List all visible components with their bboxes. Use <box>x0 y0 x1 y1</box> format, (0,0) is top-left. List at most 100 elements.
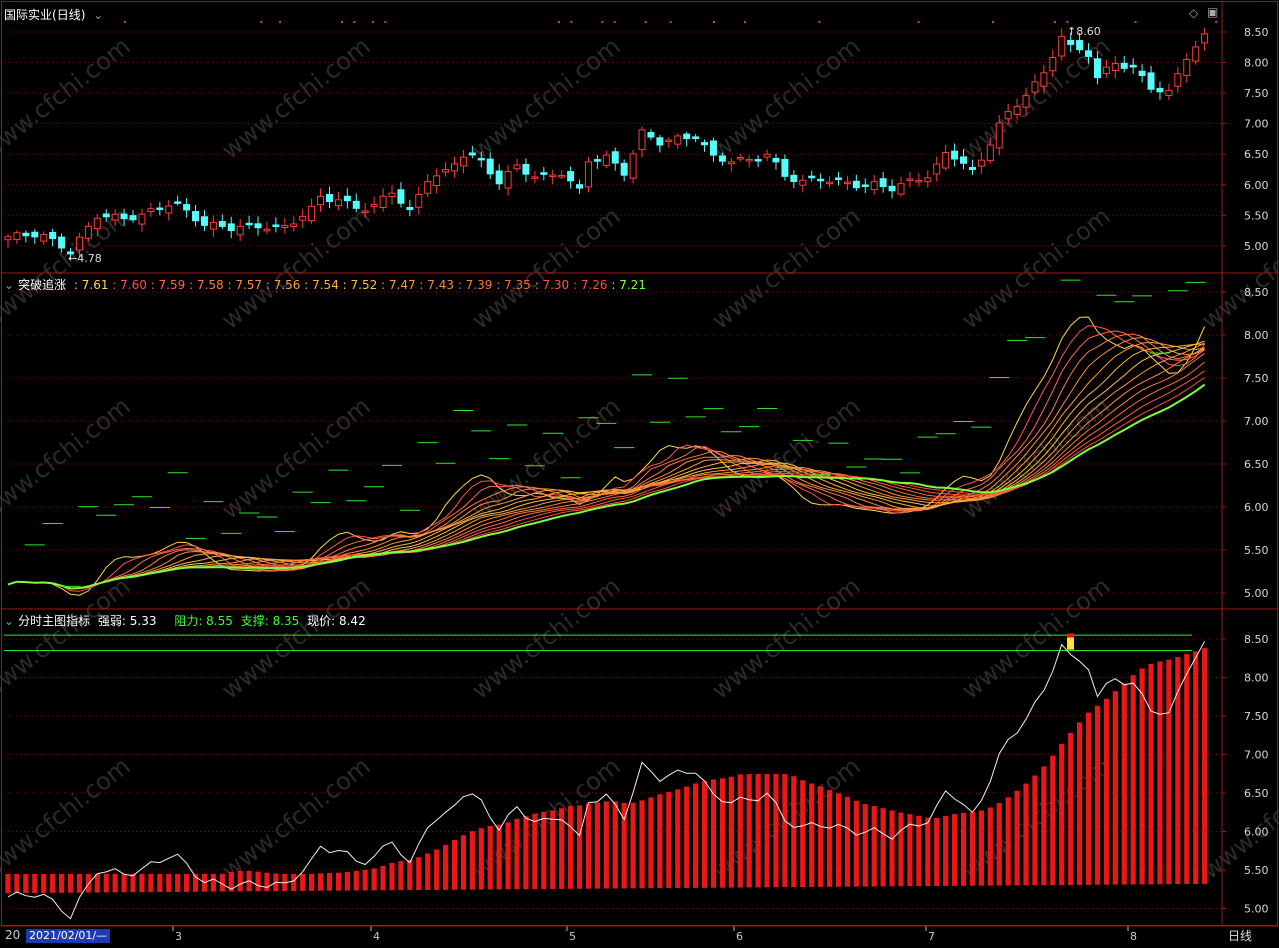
signal-dot <box>124 21 126 23</box>
price-tick-label: 5.50 <box>1244 544 1269 557</box>
volume-bar <box>1166 659 1172 885</box>
volume-bar <box>532 813 538 890</box>
volume-bar <box>648 797 654 889</box>
volume-bar <box>1175 657 1181 885</box>
watermark-text: www.cfchi.com <box>956 202 1115 335</box>
indicator-line-value: : 7.57 <box>227 278 266 292</box>
collapse-icon[interactable]: ⌄ <box>4 278 15 292</box>
signal-dot <box>713 21 715 23</box>
volume-bar <box>309 873 315 891</box>
volume-bar <box>639 800 645 889</box>
volume-bar <box>442 844 449 890</box>
watermark-text: www.cfchi.com <box>706 202 865 335</box>
period-button[interactable]: 日线 <box>1228 929 1253 943</box>
volume-bar <box>987 807 993 886</box>
price-tick-label: 7.00 <box>1244 118 1269 131</box>
volume-bar <box>719 778 725 888</box>
candle <box>245 222 253 226</box>
watermark-text: www.cfchi.com <box>956 392 1115 525</box>
volume-bar <box>764 773 770 888</box>
volume-bar <box>5 873 11 894</box>
candle <box>31 231 39 238</box>
price-tick-label: 8.00 <box>1244 57 1269 70</box>
candle <box>334 199 342 207</box>
volume-bar <box>621 802 627 889</box>
candle <box>1031 81 1039 93</box>
candle <box>897 183 905 195</box>
collapse-icon[interactable]: ⌄ <box>4 614 15 628</box>
collapse-icon[interactable]: ⌄ <box>93 8 104 22</box>
month-label: 4 <box>373 930 380 943</box>
indicator-line-value: : 7.56 <box>265 278 305 292</box>
volume-bar <box>880 808 886 887</box>
candle <box>129 215 137 221</box>
candle <box>415 193 423 208</box>
intraday-indicator-panel[interactable] <box>4 633 1208 920</box>
watermark-text: www.cfchi.com <box>216 32 375 165</box>
date-range-box[interactable]: 2021/02/01/— <box>26 929 111 943</box>
candle <box>933 163 941 175</box>
breakout-indicator-panel[interactable] <box>7 268 1206 596</box>
candle <box>808 175 816 179</box>
low-annotation: ←4.78 <box>68 252 102 265</box>
ribbon-line <box>7 343 1205 590</box>
volume-bar <box>1121 683 1127 885</box>
candle <box>1049 56 1057 72</box>
candle <box>817 178 825 182</box>
volume-bar <box>943 815 949 886</box>
volume-bar <box>898 812 904 887</box>
volume-bar <box>317 873 324 891</box>
candle <box>468 152 476 156</box>
candlestick-panel[interactable]: ↑8.60 ←4.78 <box>4 21 1279 265</box>
signal-dot <box>279 21 281 23</box>
indicator-line-value: : 7.52 <box>342 278 382 292</box>
volume-bar <box>710 779 717 888</box>
price-tick-label: 7.50 <box>1244 87 1269 100</box>
candle <box>593 159 601 162</box>
support-value: 支撑: 8.35 <box>240 614 300 628</box>
price-tick-label: 6.50 <box>1244 458 1269 471</box>
candle <box>281 225 289 229</box>
candle <box>727 161 735 165</box>
signal-dot <box>1265 21 1267 23</box>
candle <box>236 225 244 236</box>
volume-bar <box>844 796 851 887</box>
volume-bar <box>175 873 181 892</box>
candle <box>299 216 307 221</box>
watermark-text: www.cfchi.com <box>0 32 135 165</box>
volume-bar <box>746 774 752 888</box>
candle <box>4 236 12 241</box>
volume-bar <box>505 822 511 890</box>
candle <box>192 211 200 222</box>
diamond-icon[interactable]: ◇ <box>1189 6 1199 20</box>
volume-bar <box>969 812 976 886</box>
signal-dot <box>644 21 647 23</box>
volume-bar <box>496 824 502 890</box>
volume-bar <box>371 868 377 891</box>
signal-dot <box>744 21 746 23</box>
volume-bar <box>996 802 1002 886</box>
candle <box>49 231 57 240</box>
candle <box>772 157 780 163</box>
candle <box>718 155 726 162</box>
candle <box>834 177 842 180</box>
candle <box>317 195 325 206</box>
candle <box>1120 62 1128 69</box>
watermark-text: www.cfchi.com <box>466 202 625 335</box>
volume-bar <box>76 873 83 893</box>
price-tick-label: 7.50 <box>1244 372 1269 385</box>
candle <box>1013 106 1021 115</box>
volume-bar <box>1157 661 1163 885</box>
candle <box>576 184 584 189</box>
candle <box>701 142 709 146</box>
candle <box>620 162 628 176</box>
window-toggle-icon[interactable]: ▣ <box>1207 5 1219 19</box>
candle <box>1129 64 1137 68</box>
resistance-value: 阻力: 8.55 <box>174 614 233 628</box>
panel2-title: 突破追涨 <box>18 278 67 292</box>
signal-dot <box>1054 21 1056 23</box>
volume-bar <box>737 774 743 888</box>
volume-bar <box>264 872 270 892</box>
candle <box>1147 72 1155 90</box>
